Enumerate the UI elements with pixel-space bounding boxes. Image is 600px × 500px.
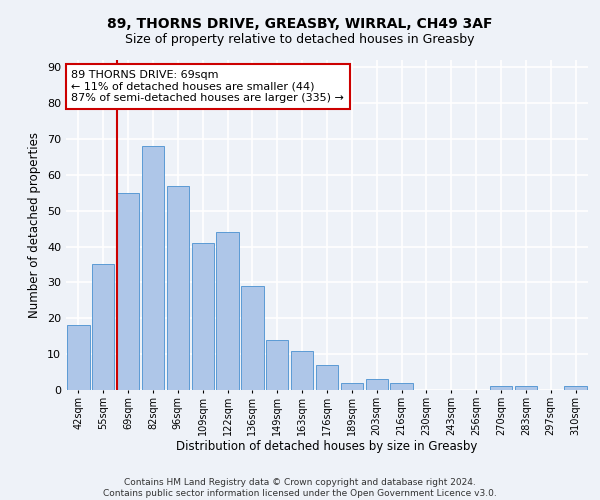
Bar: [67, 326, 89, 390]
Bar: [117, 192, 139, 390]
Bar: [167, 186, 189, 390]
Bar: [565, 386, 587, 390]
Text: 89 THORNS DRIVE: 69sqm
← 11% of detached houses are smaller (44)
87% of semi-det: 89 THORNS DRIVE: 69sqm ← 11% of detached…: [71, 70, 344, 103]
Bar: [191, 243, 214, 390]
Bar: [391, 383, 413, 390]
Bar: [217, 232, 239, 390]
Text: Contains HM Land Registry data © Crown copyright and database right 2024.
Contai: Contains HM Land Registry data © Crown c…: [103, 478, 497, 498]
Bar: [266, 340, 289, 390]
Bar: [291, 350, 313, 390]
Bar: [92, 264, 115, 390]
Text: 89, THORNS DRIVE, GREASBY, WIRRAL, CH49 3AF: 89, THORNS DRIVE, GREASBY, WIRRAL, CH49 …: [107, 18, 493, 32]
Bar: [241, 286, 263, 390]
Bar: [515, 386, 537, 390]
Bar: [490, 386, 512, 390]
Bar: [142, 146, 164, 390]
Y-axis label: Number of detached properties: Number of detached properties: [28, 132, 41, 318]
X-axis label: Distribution of detached houses by size in Greasby: Distribution of detached houses by size …: [176, 440, 478, 454]
Bar: [365, 379, 388, 390]
Bar: [316, 365, 338, 390]
Text: Size of property relative to detached houses in Greasby: Size of property relative to detached ho…: [125, 32, 475, 46]
Bar: [341, 383, 363, 390]
